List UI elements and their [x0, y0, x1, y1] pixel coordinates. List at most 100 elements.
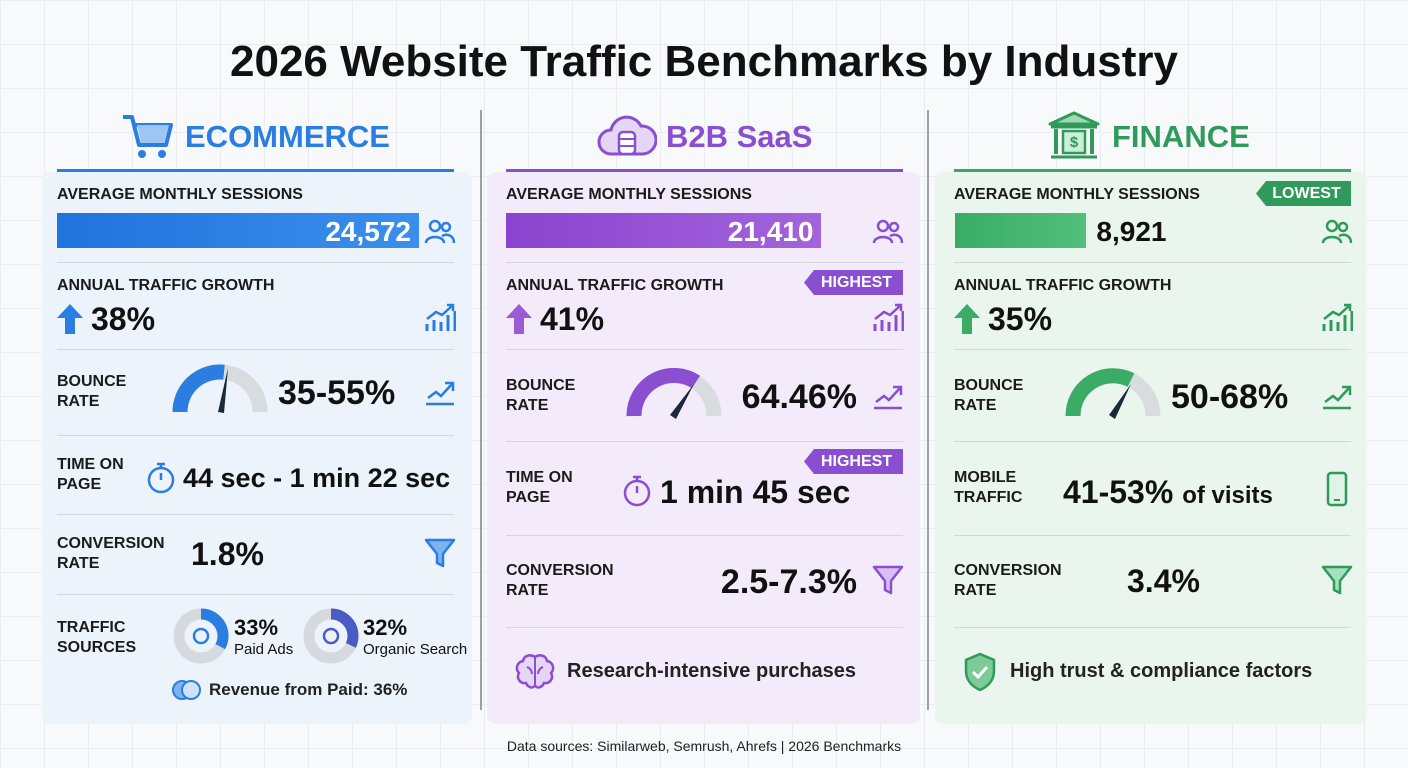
- cart-icon: [123, 115, 173, 158]
- bank-icon: $: [1048, 111, 1100, 159]
- icon-part: [440, 221, 452, 233]
- panel: [42, 172, 472, 724]
- source-value: 32%: [363, 615, 408, 640]
- note: High trust & compliance factors: [1010, 660, 1313, 682]
- icon-part: [619, 138, 635, 147]
- label: CONVERSION RATE: [57, 535, 165, 572]
- icon-part: [971, 665, 989, 680]
- gauge: [172, 364, 268, 413]
- separator: [57, 262, 454, 263]
- separator: [506, 349, 903, 350]
- icon-part: [158, 150, 166, 158]
- separator: [954, 627, 1351, 628]
- trend-icon: [1323, 385, 1352, 410]
- growth-value: 41%: [540, 301, 605, 337]
- label: TRAFFIC SOURCES: [57, 619, 137, 656]
- donut: [173, 608, 229, 664]
- icon-part: [137, 125, 169, 143]
- label: MOBILE TRAFFIC: [954, 469, 1023, 506]
- icon-part: [181, 680, 201, 700]
- donut-arc: [173, 608, 229, 664]
- panel: [935, 172, 1366, 724]
- icon-part: [1325, 219, 1339, 233]
- icon-part: [424, 233, 456, 244]
- underline: [954, 169, 1351, 172]
- donut-arc: [303, 608, 359, 664]
- sessions-value: 24,572: [325, 216, 411, 247]
- separator: [954, 349, 1351, 350]
- label: ANNUAL TRAFFIC GROWTH: [57, 277, 275, 294]
- label: BOUNCE RATE: [954, 377, 1024, 414]
- chart-icon: [873, 303, 904, 331]
- conversion-value: 2.5-7.3%: [720, 563, 857, 601]
- icon-part: [1048, 111, 1100, 126]
- label: CONVERSION RATE: [506, 562, 614, 599]
- separator: [954, 535, 1351, 536]
- icon-part: [1323, 303, 1352, 320]
- mobile-range: 41-53%: [1063, 474, 1174, 510]
- divider: [927, 110, 929, 710]
- separator: [506, 441, 903, 442]
- badge: HIGHEST: [804, 270, 903, 295]
- gauge: [626, 368, 722, 419]
- icon-part: [888, 221, 900, 233]
- icon-part: [1054, 129, 1094, 154]
- donut-icon: [322, 627, 340, 645]
- icon-part: [1337, 221, 1349, 233]
- icon-part: [1323, 385, 1352, 410]
- icon-part: [873, 311, 904, 331]
- chart-icon: [425, 303, 456, 331]
- icon-part: [633, 475, 641, 493]
- icon-part: [172, 364, 225, 413]
- icon-part: [876, 219, 890, 233]
- sessions-value: 8,921: [1096, 216, 1167, 247]
- label: TIME ON PAGE: [57, 456, 124, 493]
- icon-part: [1322, 311, 1353, 331]
- icon-part: [428, 219, 442, 233]
- sessions-bar: [57, 213, 419, 248]
- icon-part: [872, 565, 904, 595]
- growth-value: 35%: [988, 301, 1053, 337]
- divider: [480, 110, 482, 710]
- icon-part: [1109, 384, 1131, 419]
- icon-part: [874, 303, 903, 320]
- icon-part: [424, 538, 456, 568]
- column-name: B2B SaaS: [666, 119, 813, 154]
- trend-icon: [426, 381, 455, 406]
- note: Revenue from Paid: 36%: [209, 680, 408, 699]
- badge: LOWEST: [1256, 181, 1351, 206]
- conversion-value: 3.4%: [1127, 563, 1200, 599]
- time-value: 1 min 45 sec: [660, 474, 851, 510]
- funnel-icon: [424, 538, 456, 568]
- funnel-icon: [1321, 565, 1353, 595]
- phone-icon: [1326, 471, 1348, 507]
- separator: [57, 594, 454, 595]
- sessions-bar: [955, 213, 1087, 248]
- icon-part: [874, 385, 903, 410]
- shield-icon: [964, 652, 996, 692]
- trend-icon: [874, 385, 903, 410]
- note: Research-intensive purchases: [567, 660, 857, 682]
- label: CONVERSION RATE: [954, 562, 1062, 599]
- title: 2026 Website Traffic Benchmarks by Indus…: [230, 37, 1178, 86]
- gauge: [1065, 368, 1161, 419]
- stopwatch-icon: [623, 475, 651, 507]
- icon-part: [157, 462, 165, 480]
- up-arrow: [57, 304, 83, 334]
- cloud-icon: [597, 115, 657, 156]
- label: TIME ON PAGE: [506, 469, 573, 506]
- label: AVERAGE MONTHLY SESSIONS: [954, 186, 1200, 203]
- people-icon: [872, 219, 904, 244]
- source-name: Organic Search: [363, 641, 468, 658]
- stopwatch-icon: [147, 462, 175, 494]
- underline: [506, 169, 903, 172]
- separator: [954, 262, 1351, 263]
- donut-icon: [192, 627, 210, 645]
- separator: [57, 514, 454, 515]
- chart-icon: [1322, 303, 1353, 331]
- icon-part: [626, 368, 701, 417]
- icon-part: [425, 311, 456, 331]
- label: ANNUAL TRAFFIC GROWTH: [506, 277, 724, 294]
- icon-part: [1326, 471, 1348, 507]
- icon-part: [426, 381, 455, 406]
